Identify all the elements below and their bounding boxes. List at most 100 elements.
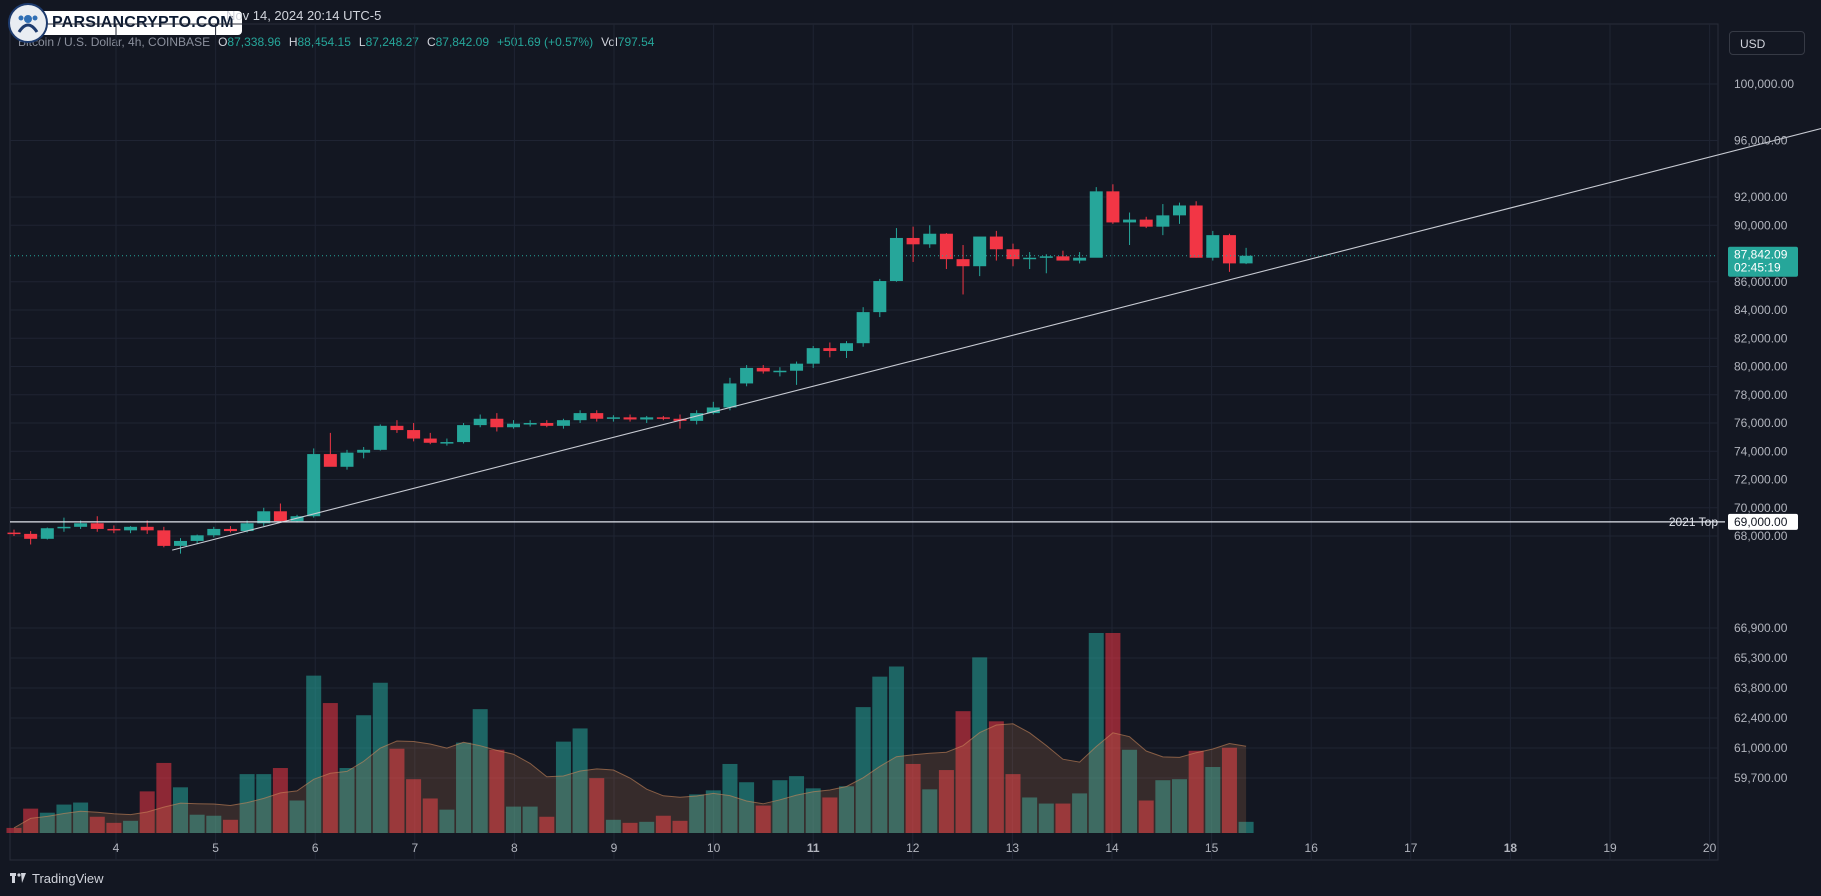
volume-bar [289,800,305,833]
volume-bar [922,789,938,833]
symbol-description[interactable]: Bitcoin / U.S. Dollar, 4h, COINBASE [18,35,211,49]
price-axis-label: 86,000.00 [1734,275,1788,289]
open-label: O [218,35,228,49]
volume-bar [106,822,122,833]
volume-axis-label: 59,700.00 [1734,771,1788,785]
candle-body [223,528,237,532]
candle-body [1056,256,1070,261]
candle-body [340,452,354,467]
horizontal-line-price-tag [1728,513,1798,530]
candle-body [24,533,38,539]
volume-bar [805,788,821,833]
candle-body [989,236,1003,250]
candle-body [856,312,870,344]
volume-bar [256,774,272,833]
volume-bar [855,707,871,833]
volume-bar [622,822,638,833]
volume-bar [239,774,255,833]
low-label: L [358,35,366,49]
price-axis-label: 82,000.00 [1734,331,1788,345]
volume-axis-label: 66,900.00 [1734,621,1788,635]
volume-bar [1205,767,1221,833]
candle-body [1123,219,1137,223]
candle-body [1106,191,1120,223]
volume-bar [222,819,238,833]
candle-body [307,454,321,517]
volume-bar [372,682,388,833]
price-axis-label: 100,000.00 [1734,77,1794,91]
volume-bar [539,816,555,833]
time-axis-label: 7 [411,841,418,855]
volume-bar [439,809,455,833]
currency-selector[interactable]: USD [1729,31,1805,55]
price-axis-label: 90,000.00 [1734,218,1788,232]
price-axis-label: 72,000.00 [1734,473,1788,487]
candle-body [723,383,737,408]
close-label: C [426,35,436,49]
price-axis-label: 92,000.00 [1734,190,1788,204]
candle-body [490,418,504,428]
time-axis-label: 12 [906,841,920,855]
volume-bar [972,657,988,833]
tradingview-brand[interactable]: TradingView [10,871,104,886]
time-axis-label: 11 [807,841,820,855]
volume-bar [356,715,372,833]
volume-bar [839,786,854,833]
volume-bar [1155,780,1171,833]
candle-body [140,526,154,531]
volume-bar [905,763,921,833]
candle-body [523,423,537,425]
ohlc-legend: Bitcoin / U.S. Dollar, 4h, COINBASE O87,3… [18,35,662,49]
volume-value: 797.54 [617,35,655,49]
candle-body [573,413,587,421]
tradingview-logo-icon [10,872,26,883]
brand-watermark: PARSIANCRYPTO.COM [8,3,242,43]
price-axis-label: 80,000.00 [1734,360,1788,374]
horizontal-line-label: 2021 Top [1669,515,1718,529]
candle-body [74,523,88,527]
price-axis-label: 76,000.00 [1734,416,1788,430]
candle-body [90,523,104,529]
volume-bar [639,821,655,833]
volume-bar [739,782,755,833]
volume-bar [755,805,771,833]
volume-bar [772,780,788,833]
high-label: H [288,35,298,49]
volume-bar [1005,774,1021,833]
candle-body [457,425,471,443]
time-axis-label: 18 [1504,841,1518,855]
volume-bar [589,778,605,833]
volume-bar [206,815,222,833]
candle-body [107,528,121,531]
horizontal-line-price-label: 69,000.00 [1734,515,1788,529]
candle-body [1189,205,1203,258]
price-axis-label: 70,000.00 [1734,501,1788,515]
time-axis-label: 8 [511,841,518,855]
candle-body [1239,255,1253,264]
brand-logo-icon [8,3,48,43]
volume-bar [1238,821,1254,833]
candle-body [540,423,554,426]
volume-bar [422,798,438,833]
volume-bar [522,806,538,833]
candle-body [756,367,770,372]
volume-bar [156,762,172,833]
candle-body [273,511,287,522]
volume-bar [189,814,205,833]
time-axis-label: 5 [212,841,219,855]
open-value: 87,338.96 [227,35,281,49]
current-price-label: 87,842.09 [1734,248,1788,262]
time-axis-label: 13 [1006,841,1020,855]
candle-body [1156,215,1170,227]
volume-bar [605,819,621,833]
support-trendline [172,128,1821,551]
volume-bar [822,797,838,833]
volume-bar [306,675,322,833]
volume-bar [123,820,139,833]
candle-body [423,438,437,443]
candle-body [939,233,953,260]
candle-body [407,430,421,439]
volume-bar [272,768,288,833]
candle-body [606,417,620,419]
